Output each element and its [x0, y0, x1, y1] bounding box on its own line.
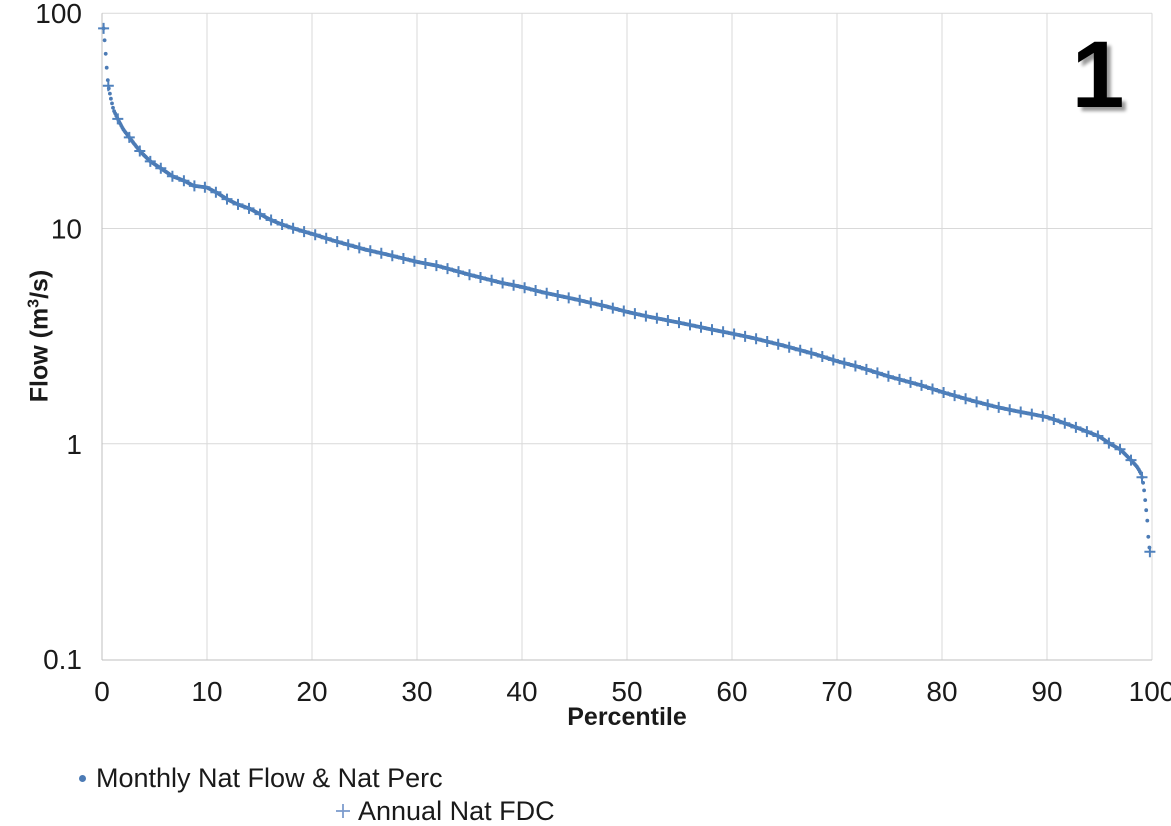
legend-entry-annual: Annual Nat FDC	[335, 796, 555, 826]
x-tick-label: 50	[611, 676, 642, 707]
y-axis-title: Flow (m3/s)	[25, 269, 54, 403]
x-tick-label: 0	[94, 676, 110, 707]
y-tick-label: 100	[35, 0, 82, 29]
fdc-plot-area: 100 10 1 0.1 0 10 20 30 40 50 60 70 80 90 100	[35, 0, 1171, 707]
y-axis-title-superscript: 3	[25, 298, 43, 308]
panel-number-annotation: 1	[1071, 22, 1125, 128]
legend-label-monthly: Monthly Nat Flow & Nat Perc	[96, 762, 443, 793]
x-tick-label: 60	[716, 676, 747, 707]
x-tick-label: 90	[1031, 676, 1062, 707]
monthly-dot-marker-icon	[79, 774, 86, 782]
legend-entry-monthly: Monthly Nat Flow & Nat Perc	[79, 763, 443, 793]
x-tick-label: 10	[191, 676, 222, 707]
x-tick-label: 80	[926, 676, 957, 707]
x-tick-label: 20	[296, 676, 327, 707]
y-tick-label: 10	[51, 214, 82, 245]
x-axis-title: Percentile	[567, 703, 687, 731]
x-tick-label: 100	[1129, 676, 1171, 707]
annual-plus-marker-icon	[336, 804, 350, 818]
x-tick-label: 40	[506, 676, 537, 707]
x-tick-label: 30	[401, 676, 432, 707]
series-annual-plus-markers	[98, 22, 1156, 558]
legend-label-annual: Annual Nat FDC	[358, 795, 555, 826]
y-tick-label: 1	[66, 429, 82, 460]
x-tick-label: 70	[821, 676, 852, 707]
y-tick-label: 0.1	[43, 644, 82, 675]
